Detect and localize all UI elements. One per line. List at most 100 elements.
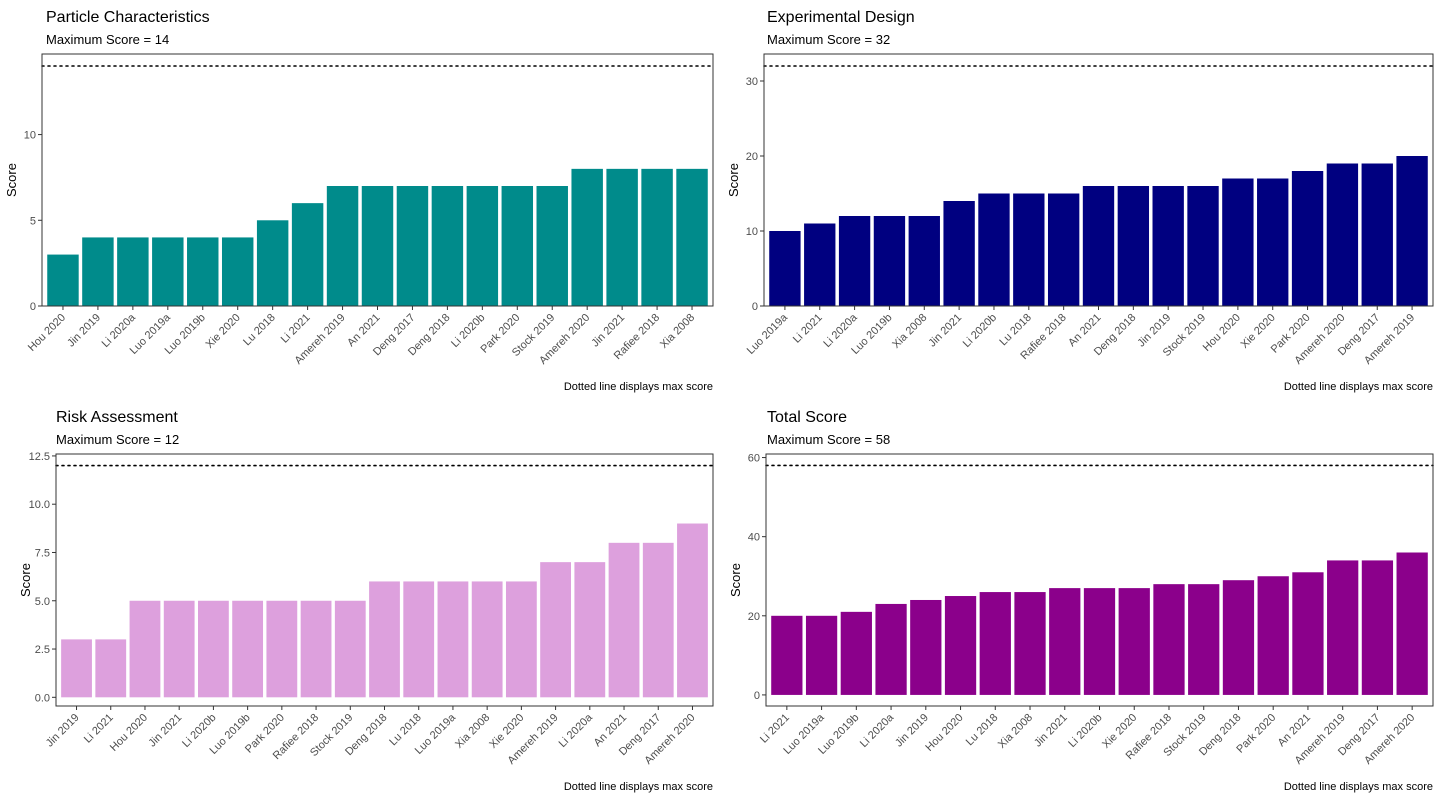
bar <box>641 168 673 306</box>
bar <box>1049 588 1081 695</box>
x-tick-label: Hou 2020 <box>1201 312 1243 354</box>
x-tick-label: Li 2021 <box>791 312 825 346</box>
chart-panel-4: Total Score Maximum Score = 58 0 20 40 60 Scor… <box>728 409 1434 793</box>
chart-title: Risk Assessment <box>56 409 178 426</box>
chart-title: Total Score <box>767 409 847 426</box>
bar <box>875 603 907 695</box>
y-tick-label: 10.0 <box>29 499 50 511</box>
y-tick-label: 0 <box>752 301 758 313</box>
y-tick-label: 60 <box>748 453 760 465</box>
bar <box>501 186 534 306</box>
chart-panel-2: Experimental Design Maximum Score = 32 0 10… <box>726 9 1434 393</box>
bar <box>1361 163 1393 306</box>
bar <box>978 193 1010 306</box>
bar <box>873 216 906 306</box>
bar <box>805 615 838 695</box>
bar <box>1083 588 1116 695</box>
x-tick-label: Hou 2020 <box>108 712 150 754</box>
x-tick-label: Hou 2020 <box>923 712 965 754</box>
bar <box>1291 171 1324 306</box>
x-tick-label: Xie 2020 <box>204 312 243 351</box>
bar <box>198 600 229 698</box>
x-tick-label: Lu 2018 <box>241 312 278 349</box>
y-tick-label: 20 <box>746 151 758 163</box>
x-tick-label: Hou 2020 <box>26 312 68 354</box>
x-tick-label: Luo 2019a <box>745 311 791 357</box>
y-tick-label: 5.0 <box>35 596 50 608</box>
bar <box>1396 552 1428 695</box>
bar <box>1118 588 1150 695</box>
bar <box>804 223 836 306</box>
chart-subtitle: Maximum Score = 12 <box>56 432 179 447</box>
bar <box>677 523 708 698</box>
bar <box>1187 186 1219 306</box>
bar <box>437 581 469 698</box>
bar <box>431 186 464 306</box>
bar <box>187 237 219 306</box>
chart-caption: Dotted line displays max score <box>564 781 713 793</box>
chart-title: Particle Characteristics <box>46 9 210 26</box>
bar <box>1082 186 1115 306</box>
x-tick-label: Li 2021 <box>758 712 792 746</box>
bar <box>908 216 940 306</box>
y-axis-label: Score <box>726 163 741 197</box>
bar <box>471 581 503 698</box>
bar <box>300 600 332 698</box>
bar <box>771 615 803 695</box>
y-tick-label: 10 <box>746 226 758 238</box>
bar <box>944 596 977 695</box>
bar <box>574 562 606 698</box>
chart-caption: Dotted line displays max score <box>1284 781 1433 793</box>
bar <box>1361 560 1394 695</box>
bar <box>608 542 640 698</box>
bar <box>1292 572 1324 695</box>
chart-panel-3: Risk Assessment Maximum Score = 12 0.0 2.5 5… <box>18 409 714 793</box>
y-axis-label: Score <box>4 163 19 197</box>
x-tick-label: Jin 2021 <box>146 712 184 750</box>
bar <box>910 599 942 695</box>
bar <box>232 600 264 698</box>
chart-caption: Dotted line displays max score <box>1284 381 1433 393</box>
y-tick-label: 20 <box>748 611 760 623</box>
x-tick-label: Jin 2019 <box>65 312 103 350</box>
bar <box>1014 592 1046 695</box>
x-tick-label: Jin 2019 <box>44 712 82 750</box>
bar <box>1188 584 1220 695</box>
chart-subtitle: Maximum Score = 32 <box>767 32 890 47</box>
bar <box>1222 178 1254 306</box>
bar <box>152 237 184 306</box>
bar <box>1013 193 1045 306</box>
chart-subtitle: Maximum Score = 14 <box>46 32 169 47</box>
x-tick-label: Xia 2008 <box>453 712 492 751</box>
y-tick-label: 7.5 <box>35 547 50 559</box>
bar <box>403 581 435 698</box>
bar <box>769 231 801 306</box>
chart-title: Experimental Design <box>767 9 915 26</box>
bar <box>1153 584 1185 695</box>
bar <box>1117 186 1150 306</box>
bar <box>1047 193 1080 306</box>
x-tick-label: Xia 2008 <box>890 312 929 351</box>
y-tick-label: 0.0 <box>35 692 50 704</box>
y-tick-label: 12.5 <box>29 451 50 463</box>
bar <box>1257 576 1289 695</box>
bar <box>256 220 289 306</box>
x-tick-label: Jin 2021 <box>1032 712 1070 750</box>
bar <box>326 186 359 306</box>
chart-subtitle: Maximum Score = 58 <box>767 432 890 447</box>
bar <box>838 216 871 306</box>
x-tick-label: Li 2021 <box>279 312 313 346</box>
chart-panel-1: Particle Characteristics Maximum Score = … <box>4 9 714 393</box>
bar <box>1222 580 1255 695</box>
x-tick-label: Li 2020a <box>557 711 596 750</box>
bar <box>1152 186 1184 306</box>
bar <box>369 581 400 698</box>
bar <box>1396 156 1428 306</box>
x-tick-label: Lu 2018 <box>964 712 1001 749</box>
y-tick-label: 5 <box>30 215 36 227</box>
bar <box>334 600 366 698</box>
bar <box>47 254 79 306</box>
bar <box>361 186 394 306</box>
bar <box>95 639 127 698</box>
